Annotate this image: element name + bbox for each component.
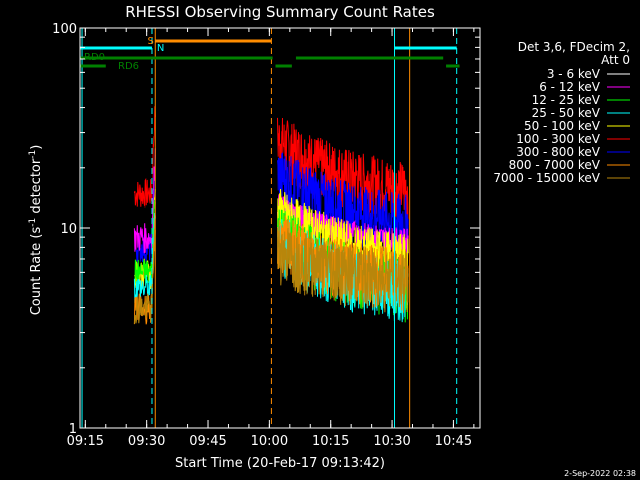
- legend-label-2: 12 - 25 keV: [532, 93, 601, 107]
- series-line-5: [133, 106, 156, 208]
- x-axis-label: Start Time (20-Feb-17 09:13:42): [175, 456, 385, 471]
- y-tick-label-1: 10: [60, 222, 77, 237]
- timestamp: 2-Sep-2022 02:38: [564, 469, 636, 478]
- x-tick-label-0: 09:15: [67, 434, 104, 449]
- legend-label-7: 800 - 7000 keV: [509, 158, 601, 172]
- axis-ticks: 09:15 09:30 09:45 10:00 10:15 10:30 10:45 1 10 10…: [52, 22, 480, 449]
- rd6-label: RD6: [118, 61, 139, 72]
- series-line-5-b: [277, 117, 409, 225]
- legend-label-6: 300 - 800 keV: [516, 145, 600, 159]
- night-label: N: [157, 43, 164, 54]
- legend-label-1: 6 - 12 keV: [539, 80, 601, 94]
- legend-header-2: Att 0: [601, 53, 630, 67]
- series-line-8-b: [277, 226, 409, 313]
- legend-label-8: 7000 - 15000 keV: [493, 171, 600, 185]
- plot-area: SN RD0 RD6: [80, 28, 460, 428]
- legend-header-1: Det 3,6, FDecim 2,: [518, 40, 630, 54]
- legend-label-4: 50 - 100 keV: [524, 119, 601, 133]
- x-tick-label-1: 09:30: [128, 434, 165, 449]
- x-tick-label-2: 09:45: [189, 434, 226, 449]
- y-axis-label: Count Rate (s-1 detector-1): [28, 145, 44, 316]
- saa-label: S: [147, 36, 153, 47]
- rd0-label: RD0: [84, 52, 105, 63]
- x-tick-label-3: 10:00: [251, 434, 288, 449]
- legend-label-0: 3 - 6 keV: [547, 67, 601, 81]
- y-tick-label-2: 100: [52, 22, 77, 37]
- legend-label-3: 25 - 50 keV: [532, 106, 601, 120]
- x-tick-label-5: 10:30: [373, 434, 410, 449]
- legend-label-5: 100 - 300 keV: [516, 132, 600, 146]
- x-tick-label-6: 10:45: [435, 434, 472, 449]
- chart-title: RHESSI Observing Summary Count Rates: [125, 3, 435, 21]
- y-tick-label-0: 1: [69, 422, 77, 437]
- x-tick-label-4: 10:15: [312, 434, 349, 449]
